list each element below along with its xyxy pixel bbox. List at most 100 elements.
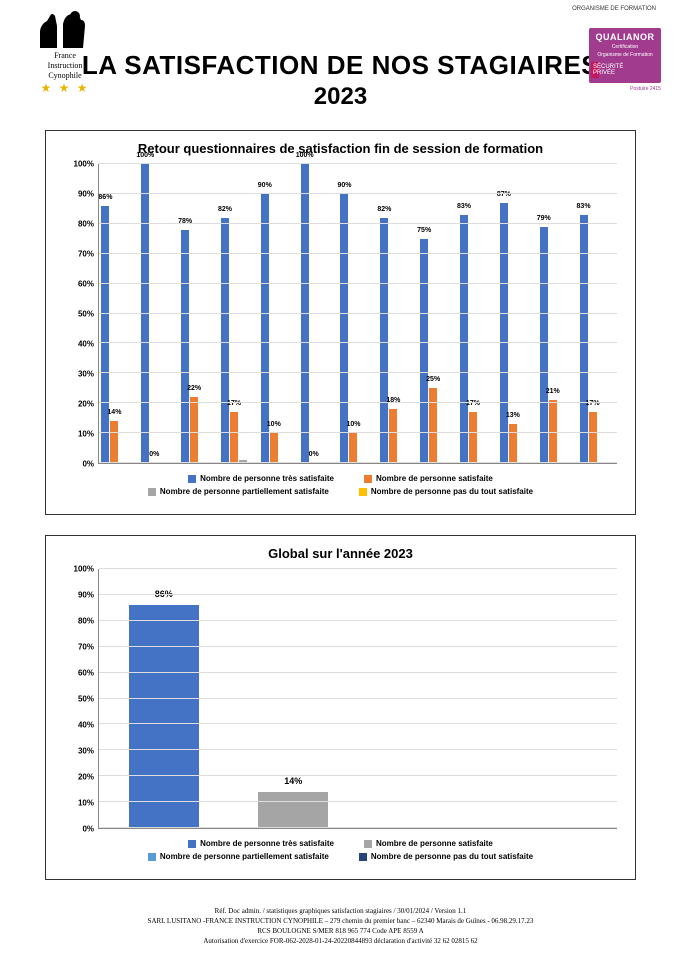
chart2-plot: 0%10%20%30%40%50%60%70%80%90%100% 86%14% [64,569,617,829]
legend-label: Nombre de personne satisfaite [376,839,493,848]
chart1-gridline [99,372,617,373]
footer-line4: Autorisation d'exercice FOR-062-2028-01-… [0,936,681,946]
chart2-group [488,569,618,828]
legend-swatch-icon [359,853,367,861]
chart1-bar-label: 0% [149,451,159,458]
cert-brand: QUALIANOR [591,32,659,42]
chart2-ytick: 100% [74,565,94,574]
legend-swatch-icon [359,488,367,496]
chart1-bar: 22% [190,397,198,463]
chart2-gridline [99,775,617,776]
logo-stars-icon: ★ ★ ★ [20,81,110,95]
footer-line3: RCS BOULOGNE S/MER 818 965 774 Code APE … [0,926,681,936]
chart2-ytick: 60% [78,669,94,678]
chart1-legend-item: Nombre de personne partiellement satisfa… [148,487,329,496]
chart1-ytick: 10% [78,430,94,439]
chart1-legend: Nombre de personne très satisfaiteNombre… [64,474,617,496]
chart2-gridline [99,749,617,750]
chart2-title: Global sur l'année 2023 [64,546,617,561]
chart1-bar-label: 83% [457,203,471,210]
chart1-bars: 86%14%100%0%78%22%82%17%90%10%100%0%90%1… [99,164,617,463]
chart1-bar: 25% [429,388,437,463]
chart1-group: 90% 10% [258,164,298,463]
chart1-bar-label: 79% [537,215,551,222]
chart1-plot: 0%10%20%30%40%50%60%70%80%90%100% 86%14%… [64,164,617,464]
logo-silhouette-icon [35,6,95,51]
chart1-group: 82%17% [219,164,259,463]
chart1-group: 100%0% [139,164,179,463]
chart2-ytick: 40% [78,721,94,730]
chart1-bar-label: 90% [337,182,351,189]
legend-label: Nombre de personne très satisfaite [200,839,334,848]
chart2-ytick: 50% [78,695,94,704]
chart2-gridline [99,646,617,647]
chart1-gridline [99,462,617,463]
chart2-gridline [99,568,617,569]
chart2-y-axis: 0%10%20%30%40%50%60%70%80%90%100% [64,569,98,829]
chart2-plot-area: 86% 14% [98,569,617,829]
chart1-gridline [99,342,617,343]
footer-line1: Réf. Doc admin. / statistiques graphique… [0,906,681,916]
chart1-ytick: 0% [82,460,94,469]
chart1-gridline [99,223,617,224]
chart1-bar: 17% [469,412,477,463]
chart2-gridline [99,723,617,724]
cert-sub1: Certification [591,44,659,50]
chart1-ytick: 20% [78,400,94,409]
chart1-gridline [99,253,617,254]
chart2-legend-item: Nombre de personne satisfaite [364,839,493,848]
chart1-bar: 87% [500,203,508,463]
chart2-group: 86% [99,569,229,828]
chart1-legend-item: Nombre de personne pas du tout satisfait… [359,487,533,496]
chart1-bar-label: 90% [258,182,272,189]
chart1-bar-label: 10% [267,421,281,428]
chart1-bar-label: 22% [187,385,201,392]
chart1-group: 79%21% [537,164,577,463]
logo-text-line2: Instruction [20,61,110,71]
chart1-box: Retour questionnaires de satisfaction fi… [45,130,636,515]
chart1-legend-item: Nombre de personne satisfaite [364,474,493,483]
chart1-bar-label: 86% [98,194,112,201]
footer-line2: SARL LUSITANO -FRANCE INSTRUCTION CYNOPH… [0,916,681,926]
chart1-group: 78%22% [179,164,219,463]
chart1-bar: 100% [301,164,309,463]
chart2-bar: 86% [129,605,199,828]
chart2-gridline [99,620,617,621]
cert-side-note: Postuire 2415 [630,86,661,92]
cert-sub2: Organisme de Formation [591,52,659,58]
chart1-bar: 14% [110,421,118,463]
certification-badge: QUALIANOR Certification Organisme de For… [589,28,661,83]
chart2-gridline [99,698,617,699]
chart1-group: 83% 17% [458,164,498,463]
chart1-ytick: 30% [78,370,94,379]
chart1-bar: 10% [270,433,278,463]
legend-label: Nombre de personne satisfaite [376,474,493,483]
chart1-bar-label: 100% [136,152,154,159]
org-label: ORGANISME DE FORMATION [572,6,656,12]
chart1-bar-label: 10% [346,421,360,428]
chart1-bar-label: 82% [377,206,391,213]
chart1-ytick: 60% [78,280,94,289]
chart2-gridline [99,672,617,673]
chart1-bar: 82% [380,218,388,463]
chart1-ytick: 40% [78,340,94,349]
chart2-legend-item: Nombre de personne partiellement satisfa… [148,852,329,861]
chart1-plot-area: 86%14%100%0%78%22%82%17%90%10%100%0%90%1… [98,164,617,464]
chart2-ytick: 20% [78,773,94,782]
chart1-ytick: 50% [78,310,94,319]
chart2-group [358,569,488,828]
legend-swatch-icon [364,840,372,848]
chart2-bar: 14% [258,792,328,828]
chart2-ytick: 70% [78,643,94,652]
chart1-bar: 79% [540,227,548,463]
logo-text-line1: France [20,51,110,61]
logo-text-line3: Cynophile [20,71,110,81]
cert-bar: SÉCURITÉ PRIVÉE [591,62,599,78]
legend-label: Nombre de personne pas du tout satisfait… [371,487,533,496]
chart1-bar: 86% [101,206,109,463]
chart2-bar-label: 14% [284,776,302,786]
chart2-gridline [99,801,617,802]
chart1-bar: 17% [230,412,238,463]
chart1-bar: 10% [349,433,357,463]
legend-label: Nombre de personne pas du tout satisfait… [371,852,533,861]
